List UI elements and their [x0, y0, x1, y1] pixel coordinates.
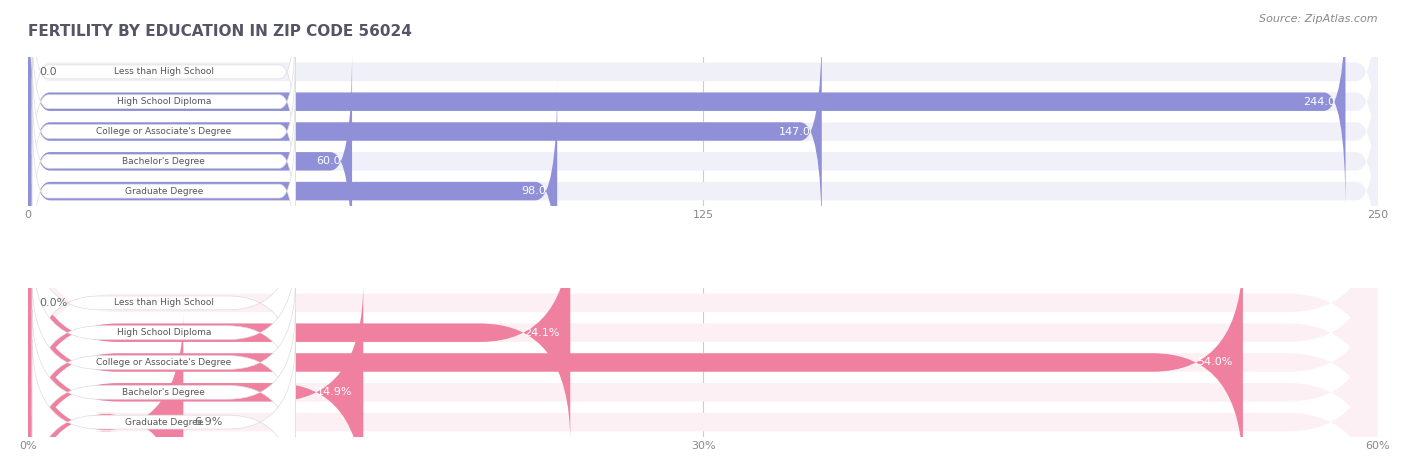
FancyBboxPatch shape [32, 79, 295, 244]
Text: High School Diploma: High School Diploma [117, 328, 211, 337]
FancyBboxPatch shape [32, 250, 295, 415]
FancyBboxPatch shape [32, 19, 295, 184]
FancyBboxPatch shape [32, 49, 295, 214]
Text: Less than High School: Less than High School [114, 298, 214, 307]
FancyBboxPatch shape [28, 0, 1378, 212]
FancyBboxPatch shape [28, 51, 352, 271]
FancyBboxPatch shape [28, 21, 1378, 241]
FancyBboxPatch shape [28, 0, 1378, 182]
Text: Bachelor's Degree: Bachelor's Degree [122, 157, 205, 166]
FancyBboxPatch shape [28, 282, 1378, 475]
Text: FERTILITY BY EDUCATION IN ZIP CODE 56024: FERTILITY BY EDUCATION IN ZIP CODE 56024 [28, 24, 412, 39]
FancyBboxPatch shape [28, 21, 821, 241]
Text: 6.9%: 6.9% [194, 417, 222, 427]
FancyBboxPatch shape [32, 310, 295, 475]
Text: Less than High School: Less than High School [114, 67, 214, 76]
FancyBboxPatch shape [32, 109, 295, 274]
FancyBboxPatch shape [32, 220, 295, 385]
Text: Graduate Degree: Graduate Degree [125, 418, 202, 427]
Text: Source: ZipAtlas.com: Source: ZipAtlas.com [1260, 14, 1378, 24]
Text: Graduate Degree: Graduate Degree [125, 187, 202, 196]
Text: College or Associate's Degree: College or Associate's Degree [96, 358, 232, 367]
Text: High School Diploma: High School Diploma [117, 97, 211, 106]
Text: 24.1%: 24.1% [524, 328, 560, 338]
Text: 244.0: 244.0 [1303, 97, 1334, 107]
FancyBboxPatch shape [28, 51, 1378, 271]
FancyBboxPatch shape [28, 312, 1378, 475]
FancyBboxPatch shape [28, 253, 1378, 473]
FancyBboxPatch shape [28, 81, 1378, 301]
FancyBboxPatch shape [32, 0, 295, 154]
FancyBboxPatch shape [28, 193, 1378, 413]
FancyBboxPatch shape [28, 223, 1378, 443]
Text: 0.0%: 0.0% [39, 298, 67, 308]
Text: 98.0: 98.0 [522, 186, 547, 196]
FancyBboxPatch shape [28, 223, 571, 443]
Text: College or Associate's Degree: College or Associate's Degree [96, 127, 232, 136]
Text: 54.0%: 54.0% [1197, 358, 1232, 368]
FancyBboxPatch shape [28, 312, 183, 475]
FancyBboxPatch shape [28, 282, 363, 475]
FancyBboxPatch shape [28, 81, 557, 301]
Text: 0.0: 0.0 [39, 67, 56, 77]
FancyBboxPatch shape [32, 280, 295, 445]
Text: 60.0: 60.0 [316, 156, 342, 166]
Text: 14.9%: 14.9% [316, 387, 353, 397]
Text: 147.0: 147.0 [779, 126, 811, 136]
Text: Bachelor's Degree: Bachelor's Degree [122, 388, 205, 397]
FancyBboxPatch shape [28, 253, 1243, 473]
FancyBboxPatch shape [32, 340, 295, 475]
FancyBboxPatch shape [28, 0, 1346, 212]
